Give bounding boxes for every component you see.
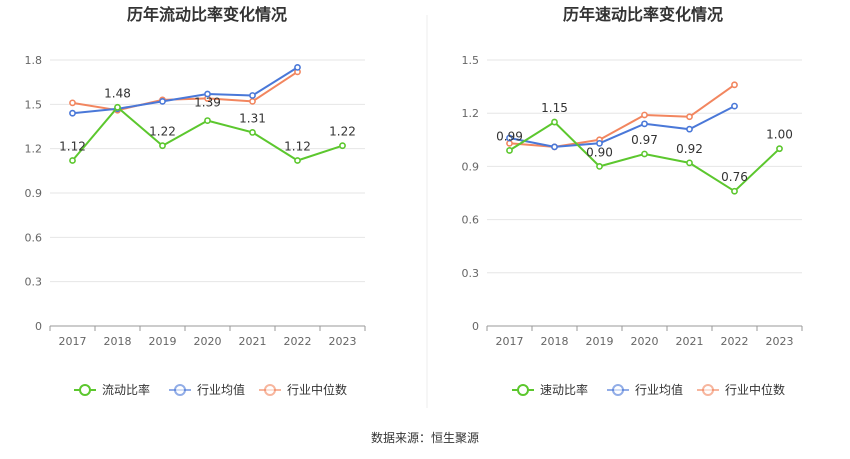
x-tick-label: 2021	[239, 335, 267, 348]
data-point-0	[506, 147, 513, 154]
x-tick-label: 2021	[676, 335, 704, 348]
data-point-1	[596, 139, 603, 147]
data-point-1	[249, 92, 256, 99]
x-tick-label: 2018	[541, 335, 569, 348]
x-tick-label: 2023	[766, 335, 794, 348]
legend-label: 行业均值	[197, 382, 245, 397]
data-point-0	[114, 103, 121, 111]
x-tick-label: 2022	[721, 335, 749, 348]
data-label: 0.97	[631, 133, 658, 147]
data-point-0	[69, 157, 76, 164]
data-label: 1.48	[104, 86, 131, 100]
legend-label: 行业中位数	[287, 382, 347, 397]
legend-marker	[612, 384, 624, 396]
legend-label: 行业中位数	[725, 382, 785, 397]
legend-item-2: 行业中位数	[697, 382, 785, 397]
y-tick-label: 0.6	[25, 231, 43, 244]
data-label: 1.31	[239, 111, 266, 125]
x-tick-label: 2019	[149, 335, 177, 348]
y-tick-label: 1.5	[25, 98, 43, 111]
data-point-0	[159, 142, 166, 150]
y-tick-label: 0.9	[25, 187, 43, 200]
legend-marker	[517, 384, 529, 396]
y-tick-label: 0.3	[25, 276, 43, 289]
y-tick-label: 0	[472, 320, 479, 333]
data-label: 1.39	[194, 96, 221, 110]
y-tick-label: 0.9	[462, 160, 480, 173]
data-point-0	[249, 129, 256, 136]
data-point-1	[686, 125, 693, 133]
legend-item-1: 行业均值	[607, 382, 683, 397]
data-point-2	[731, 81, 738, 89]
data-source-note: 数据来源：恒生聚源	[371, 430, 479, 445]
data-point-1	[506, 134, 513, 142]
data-point-1	[69, 109, 76, 117]
series-line-1	[509, 105, 735, 148]
x-tick-label: 2017	[59, 335, 87, 348]
legend-item-1: 行业均值	[169, 382, 245, 397]
data-label: 1.22	[149, 125, 176, 139]
data-point-1	[641, 120, 648, 128]
x-tick-label: 2017	[496, 335, 524, 348]
data-point-0	[731, 187, 738, 195]
data-point-0	[294, 157, 301, 164]
legend-item-0: 流动比率	[74, 382, 150, 397]
y-tick-label: 0	[35, 320, 42, 333]
data-point-0	[641, 150, 648, 158]
y-tick-label: 1.5	[462, 54, 480, 67]
y-tick-label: 1.2	[25, 143, 43, 156]
data-point-0	[339, 142, 346, 150]
y-tick-label: 0.3	[462, 267, 480, 280]
y-tick-label: 1.2	[462, 107, 480, 120]
data-point-0	[596, 162, 603, 170]
series-line-1	[72, 66, 299, 115]
chart-title: 历年速动比率变化情况	[563, 5, 723, 24]
chart-title: 历年流动比率变化情况	[127, 5, 287, 24]
legend-label: 流动比率	[102, 382, 150, 397]
data-label: 1.15	[541, 101, 568, 115]
x-tick-label: 2023	[329, 335, 357, 348]
quick-ratio-chart: 历年速动比率变化情况 0 0.3 0.6 0.9 1.2 1.5 2017 2018 2019 20…	[462, 5, 803, 397]
data-point-2	[641, 111, 648, 119]
data-point-0	[776, 145, 783, 153]
legend-label: 速动比率	[540, 382, 588, 397]
legend-label: 行业均值	[635, 382, 683, 397]
x-tick-label: 2020	[194, 335, 222, 348]
data-label: 0.99	[496, 129, 523, 143]
series-line-2	[509, 83, 736, 148]
legend-item-0: 速动比率	[512, 382, 588, 397]
data-point-0	[551, 118, 558, 126]
data-point-2	[686, 113, 693, 121]
data-label: 1.00	[766, 128, 793, 142]
x-tick-label: 2022	[284, 335, 312, 348]
legend-marker	[79, 384, 91, 396]
data-point-0	[204, 117, 211, 124]
data-point-1	[551, 143, 558, 151]
legend-marker	[702, 384, 714, 396]
data-point-2	[249, 97, 256, 105]
legend-item-2: 行业中位数	[259, 382, 347, 397]
x-tick-label: 2019	[586, 335, 614, 348]
data-point-1	[294, 63, 301, 71]
data-label: 0.92	[676, 142, 703, 156]
data-label: 0.76	[721, 170, 748, 184]
data-point-0	[686, 159, 693, 167]
current-ratio-chart: 历年流动比率变化情况 0 0.3 0.6 0.9 1.2 1.5 1.8 2017 2018 201…	[25, 5, 366, 397]
data-point-1	[204, 90, 211, 98]
data-point-2	[69, 99, 76, 107]
data-point-1	[731, 102, 738, 110]
legend-marker	[174, 384, 186, 396]
data-label: 1.22	[329, 125, 356, 139]
x-tick-label: 2020	[631, 335, 659, 348]
data-label: 1.12	[284, 139, 311, 153]
y-tick-label: 0.6	[462, 214, 480, 227]
legend-marker	[264, 384, 276, 396]
data-label: 0.90	[586, 145, 613, 159]
y-tick-label: 1.8	[25, 54, 43, 67]
x-tick-label: 2018	[104, 335, 132, 348]
data-point-1	[159, 97, 166, 105]
data-label: 1.12	[59, 139, 86, 153]
